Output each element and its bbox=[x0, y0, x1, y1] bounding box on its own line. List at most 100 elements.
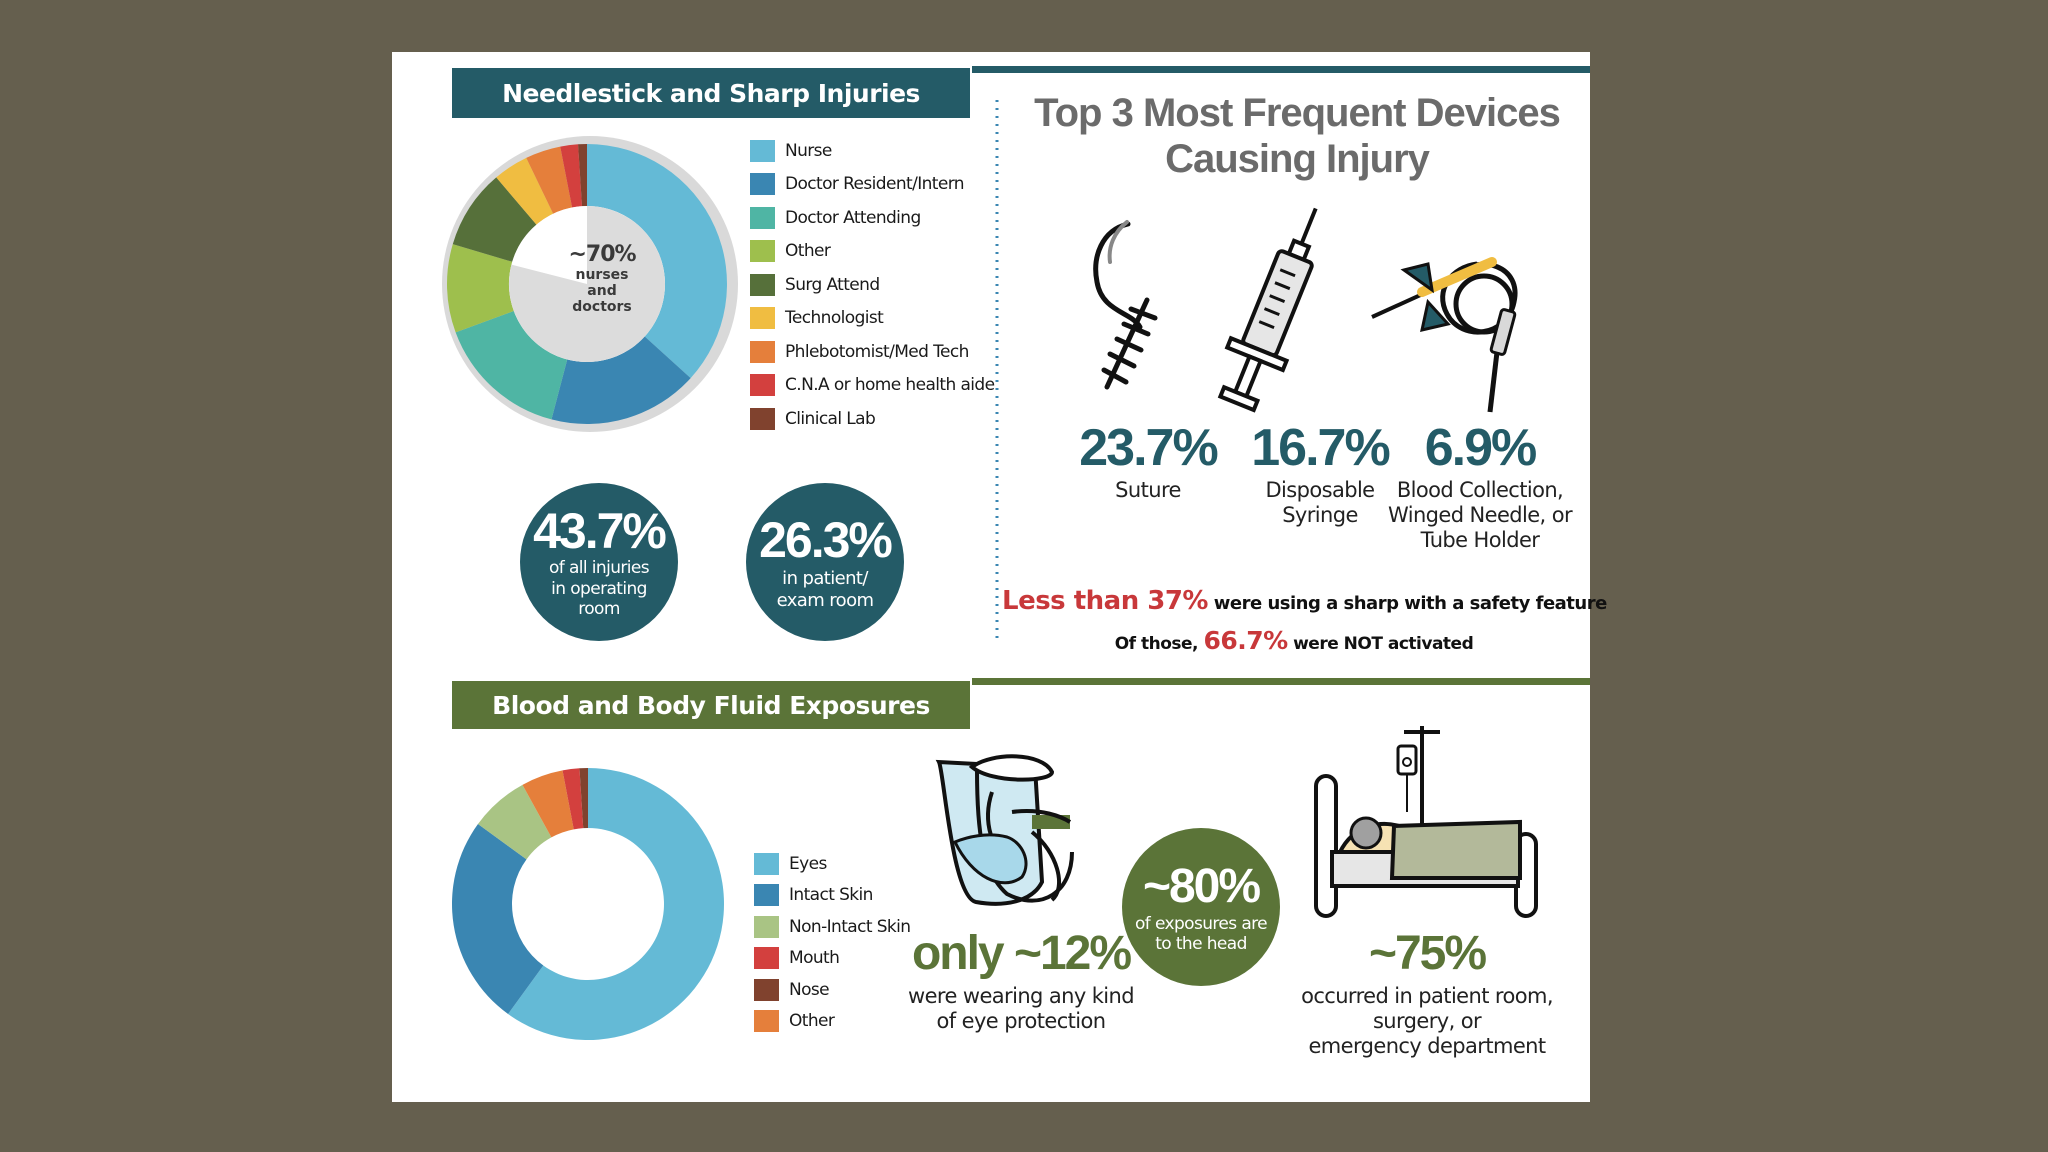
legend-label: Technologist bbox=[785, 308, 884, 329]
stat-patient-l2: exam room bbox=[776, 590, 874, 611]
suture-thread bbox=[1093, 221, 1143, 330]
needlestick-legend-item: Nurse bbox=[750, 134, 980, 168]
needlestick-legend-item: Doctor Resident/Intern bbox=[750, 168, 980, 202]
donut1-center-label: ~70% nurses and doctors bbox=[542, 242, 662, 315]
bed-headboard bbox=[1314, 774, 1338, 918]
infographic-graphics bbox=[442, 66, 1590, 1040]
suture-stitch bbox=[1114, 336, 1144, 353]
face-shield-icon bbox=[935, 754, 1074, 906]
nurses-doctors-highlight bbox=[509, 206, 665, 362]
legend-swatch bbox=[750, 173, 775, 196]
legend-label: Doctor Attending bbox=[785, 207, 921, 228]
devices-title: Top 3 Most Frequent Devices Causing Inju… bbox=[1012, 90, 1582, 182]
hospital-bed-icon bbox=[1314, 726, 1538, 918]
winged-wing-bottom bbox=[1420, 298, 1451, 332]
suture-stitch bbox=[1101, 367, 1129, 385]
suture-stitch bbox=[1121, 321, 1151, 337]
winged-tubing-loop bbox=[1453, 273, 1515, 335]
syringe-mark bbox=[1263, 307, 1280, 317]
device-suture: 23.7% Suture bbox=[1048, 418, 1248, 503]
exposures-legend: Eyes Intact Skin Non-Intact Skin Mouth Nose O… bbox=[754, 848, 934, 1037]
needlestick-slice-c-n-a-or-home-health-aide bbox=[560, 144, 583, 208]
legend-label: Mouth bbox=[789, 948, 840, 969]
stat-head-exposures: ~80% of exposures are to the head bbox=[1122, 828, 1280, 986]
exposures-legend-item: Other bbox=[754, 1006, 934, 1038]
shield-top bbox=[968, 754, 1055, 782]
winged-hub bbox=[1417, 257, 1497, 297]
suture-stitch bbox=[1128, 306, 1158, 321]
shield-band bbox=[1011, 809, 1072, 824]
winged-label-1: Blood Collection, bbox=[1396, 478, 1564, 502]
header-strip-bottom bbox=[972, 678, 1590, 685]
needlestick-donut-chart bbox=[442, 136, 738, 432]
iv-drop bbox=[1402, 757, 1412, 767]
legend-swatch bbox=[750, 307, 775, 330]
eye-label-2: of eye protection bbox=[936, 1009, 1107, 1034]
legend-label: Other bbox=[789, 1011, 835, 1032]
legend-swatch bbox=[750, 206, 775, 229]
legend-label: Doctor Resident/Intern bbox=[785, 174, 965, 195]
exposures-legend-item: Eyes bbox=[754, 848, 934, 880]
needlestick-legend: Nurse Doctor Resident/Intern Doctor Attend… bbox=[750, 134, 995, 436]
needlestick-slice-technologist bbox=[496, 157, 554, 225]
needlestick-legend-item: C.N.A or home health aide bbox=[750, 369, 995, 403]
stat-patient-l1: in patient/ bbox=[782, 568, 868, 590]
legend-label: Nurse bbox=[785, 140, 832, 161]
activated-post: activated bbox=[1382, 634, 1474, 654]
winged-value: 6.9% bbox=[1424, 419, 1538, 477]
room-label-2: surgery, or bbox=[1372, 1009, 1482, 1034]
needlestick-slice-doctor-resident-intern bbox=[551, 336, 691, 424]
patient-head bbox=[1349, 816, 1383, 850]
legend-swatch bbox=[750, 273, 775, 296]
stat-or-l1: of all injuries bbox=[548, 558, 650, 579]
syringe-barrel bbox=[1241, 249, 1314, 358]
needlestick-slice-surg-attend bbox=[452, 177, 537, 262]
suture-stitch bbox=[1107, 351, 1137, 369]
exposures-legend-item: Nose bbox=[754, 974, 934, 1006]
eye-value: only ~12% bbox=[911, 927, 1132, 980]
legend-label: Phlebotomist/Med Tech bbox=[785, 341, 969, 362]
legend-swatch bbox=[750, 139, 775, 162]
device-syringe: 16.7% Disposable Syringe bbox=[1220, 418, 1420, 528]
legend-label: Intact Skin bbox=[789, 885, 873, 906]
activated-bold: NOT bbox=[1343, 634, 1383, 654]
winged-wing-top bbox=[1400, 262, 1435, 294]
syringe-thumb-rest bbox=[1217, 384, 1261, 413]
activated-mid: were bbox=[1287, 634, 1344, 654]
needlestick-slice-other bbox=[447, 244, 514, 333]
face-mask bbox=[952, 833, 1028, 885]
head-label-2: to the head bbox=[1155, 934, 1247, 954]
legend-label: Nose bbox=[789, 979, 830, 1000]
header-strip-top bbox=[972, 66, 1590, 73]
eye-protection-stat: only ~12% were wearing any kind of eye p… bbox=[896, 924, 1146, 1034]
exposures-slice-other bbox=[522, 770, 574, 838]
room-label-1: occurred in patient room, bbox=[1301, 984, 1553, 1008]
tube-holder bbox=[1489, 308, 1517, 356]
suture-value: 23.7% bbox=[1079, 419, 1218, 477]
legend-swatch bbox=[750, 240, 775, 263]
legend-swatch bbox=[750, 407, 775, 430]
center-l1: nurses bbox=[575, 267, 629, 283]
needlestick-slice-clinical-lab bbox=[578, 144, 587, 207]
legend-label: Non-Intact Skin bbox=[789, 916, 911, 937]
legend-label: Other bbox=[785, 241, 831, 262]
needlestick-legend-item: Other bbox=[750, 235, 980, 269]
suture-label: Suture bbox=[1115, 478, 1181, 502]
winged-label-2: Winged Needle, or bbox=[1388, 503, 1573, 528]
stat-or-l3: room bbox=[578, 599, 620, 620]
exposures-legend-item: Non-Intact Skin bbox=[754, 911, 934, 943]
legend-swatch bbox=[754, 947, 779, 970]
exposures-slice-mouth bbox=[562, 768, 584, 830]
suture-needle bbox=[1107, 220, 1129, 264]
legend-swatch bbox=[754, 978, 779, 1001]
syringe-mark bbox=[1258, 320, 1275, 330]
center-l2: and bbox=[587, 283, 617, 299]
stat-operating-room: 43.7% of all injuries in operating room bbox=[520, 483, 678, 641]
legend-swatch bbox=[750, 374, 775, 397]
syringe-label-2: Syringe bbox=[1282, 503, 1358, 528]
infographic-card: Needlestick and Sharp Injuries ~70% nurs… bbox=[392, 52, 1607, 1102]
syringe-mark bbox=[1269, 294, 1286, 304]
needlestick-legend-item: Clinical Lab bbox=[750, 402, 980, 436]
head-value: ~80% bbox=[1142, 859, 1261, 913]
needlestick-legend-item: Technologist bbox=[750, 302, 980, 336]
